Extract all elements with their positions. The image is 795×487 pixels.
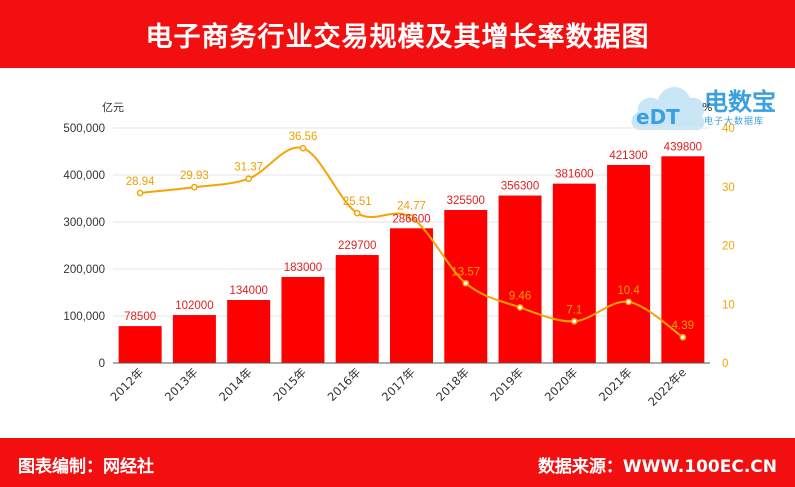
left-tick-label: 500,000 xyxy=(63,123,105,135)
bar-value-label: 286600 xyxy=(392,213,430,225)
left-tick-label: 400,000 xyxy=(63,170,105,182)
line-point xyxy=(136,189,144,197)
line-point xyxy=(353,209,361,217)
bar-value-label: 229700 xyxy=(338,240,376,252)
x-tick-label: 2018年 xyxy=(433,365,472,404)
line-value-label: 10.4 xyxy=(617,285,640,297)
line-value-label: 29.93 xyxy=(180,170,209,182)
line-value-label: 25.51 xyxy=(343,196,372,208)
bar-value-label: 421300 xyxy=(609,150,647,162)
right-axis-unit: % xyxy=(702,101,712,114)
bar-value-label: 102000 xyxy=(175,300,213,312)
bar-value-label: 439800 xyxy=(664,141,702,153)
bar-value-label: 381600 xyxy=(555,169,593,181)
line-value-label: 13.57 xyxy=(451,266,480,278)
line-value-label: 24.77 xyxy=(397,200,426,212)
bar xyxy=(661,156,705,363)
bar xyxy=(498,195,542,363)
x-tick-label: 2014年 xyxy=(216,365,255,404)
bar xyxy=(552,183,596,363)
line-value-label: 9.46 xyxy=(509,290,531,302)
header-bar: 电子商务行业交易规模及其增长率数据图 xyxy=(0,0,795,68)
x-tick-label: 2015年 xyxy=(270,365,309,404)
logo-brand: 电数宝 xyxy=(704,88,776,116)
line-point xyxy=(408,214,415,221)
logo: eDT 电数宝 电子大数据库 xyxy=(628,72,793,142)
x-tick-label: 2020年 xyxy=(542,365,581,404)
right-tick-label: 10 xyxy=(722,299,735,311)
line-point xyxy=(191,183,198,191)
bar-value-label: 356300 xyxy=(501,181,539,193)
line-point xyxy=(462,279,470,287)
bar-value-label: 78500 xyxy=(124,311,156,323)
x-tick-label: 2016年 xyxy=(325,365,364,404)
line-point xyxy=(570,317,578,325)
bar-series xyxy=(118,156,705,363)
chart-title: 电子商务行业交易规模及其增长率数据图 xyxy=(145,21,650,53)
line-value-label: 4.39 xyxy=(672,320,694,332)
line-point xyxy=(245,175,253,183)
logo-text: eDT xyxy=(636,105,680,129)
right-tick-label: 40 xyxy=(722,123,735,135)
left-tick-label: 200,000 xyxy=(63,264,105,276)
footer-source: 数据来源：WWW.100EC.CN xyxy=(537,457,777,477)
bar xyxy=(118,326,162,363)
x-tick-label: 2019年 xyxy=(487,365,526,404)
line-value-label: 36.56 xyxy=(289,131,318,143)
x-tick-label: 2021年 xyxy=(596,365,635,404)
bar xyxy=(172,315,216,363)
line-series xyxy=(136,144,687,341)
left-axis-unit: 亿元 xyxy=(102,101,124,114)
bar-value-label: 325500 xyxy=(447,195,485,207)
bar-value-label: 183000 xyxy=(284,262,322,274)
data-labels: 78500 102000 134000 183000 229700 286600 32550… xyxy=(124,131,702,332)
bar xyxy=(607,164,651,363)
line-value-label: 28.94 xyxy=(126,176,155,188)
right-tick-label: 20 xyxy=(722,241,735,253)
x-tick-label: 2017年 xyxy=(379,365,418,404)
line-point xyxy=(299,144,307,152)
line-point xyxy=(516,304,524,311)
x-tick-label: 2013年 xyxy=(162,365,201,404)
footer-bar: 图表编制：网经社 数据来源：WWW.100EC.CN xyxy=(0,438,795,487)
bar xyxy=(227,300,271,363)
bar xyxy=(281,276,325,363)
left-tick-label: 0 xyxy=(99,358,105,370)
bar xyxy=(335,255,379,363)
right-tick-label: 0 xyxy=(722,358,728,370)
line-value-label: 7.1 xyxy=(566,304,582,316)
bar-value-label: 134000 xyxy=(229,285,267,297)
line-point xyxy=(679,333,687,341)
line-point xyxy=(625,298,632,306)
logo-subtitle: 电子大数据库 xyxy=(704,117,765,127)
x-tick-label: 2012年 xyxy=(108,365,147,404)
left-tick-label: 100,000 xyxy=(63,311,105,323)
bar xyxy=(390,228,433,363)
right-tick-label: 30 xyxy=(722,182,735,194)
footer-credit: 图表编制：网经社 xyxy=(18,457,154,477)
cloud-logo-icon: eDT xyxy=(631,86,705,131)
line-value-label: 31.37 xyxy=(234,162,263,174)
left-tick-label: 300,000 xyxy=(63,217,105,229)
x-tick-label: 2022年e xyxy=(645,365,689,409)
